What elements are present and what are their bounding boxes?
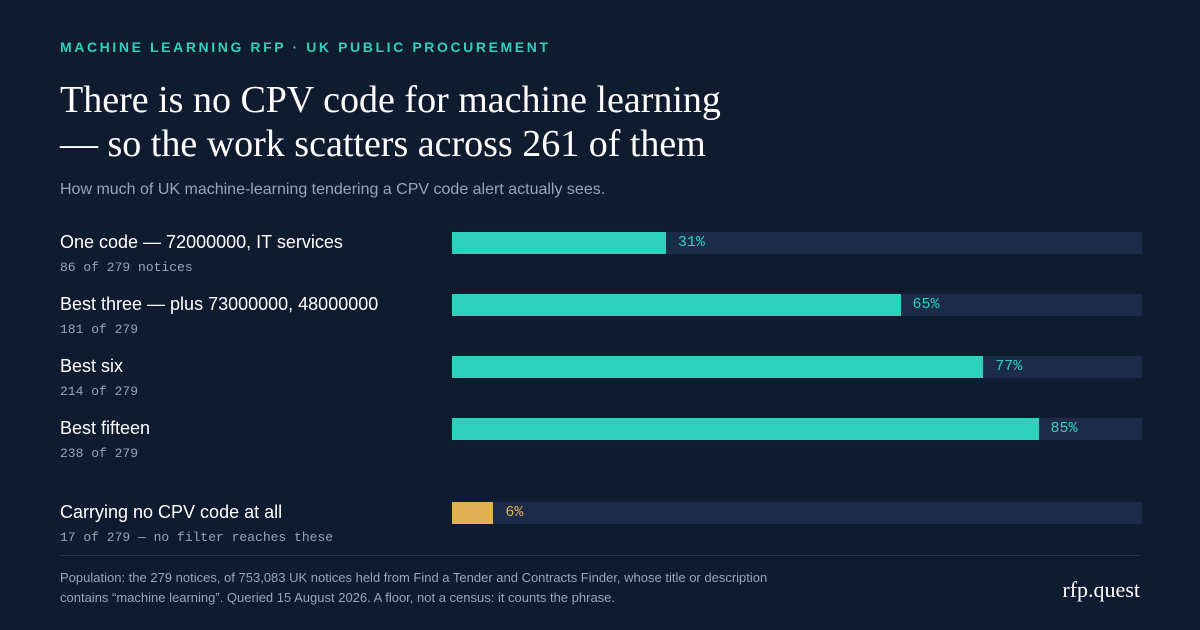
bar-category-label: One code — 72000000, IT services xyxy=(60,232,343,252)
bar xyxy=(452,418,1039,440)
bar xyxy=(452,502,494,524)
bar-value-label: 65% xyxy=(912,296,940,313)
bar-track: 77% xyxy=(452,356,1142,378)
bar-value-label: 6% xyxy=(505,504,524,521)
bar-category-label: Best three — plus 73000000, 48000000 xyxy=(60,294,379,314)
bar-count-label: 86 of 279 notices xyxy=(60,260,193,275)
bar-category-label: Carrying no CPV code at all xyxy=(60,502,283,522)
bar xyxy=(452,232,666,254)
bar-track: 65% xyxy=(452,294,1142,316)
bar-track: 31% xyxy=(452,232,1142,254)
bar-row: Best six 214 of 279 77% xyxy=(60,356,1142,406)
bar-count-label: 238 of 279 xyxy=(60,446,139,461)
bar-value-label: 85% xyxy=(1050,420,1078,437)
chart-subtitle: How much of UK machine-learning tenderin… xyxy=(60,181,606,198)
bar-value-label: 31% xyxy=(677,234,705,251)
footer-divider xyxy=(60,555,1140,556)
bar-value-label: 77% xyxy=(995,358,1023,375)
chart-title-line-1: There is no CPV code for machine learnin… xyxy=(60,79,721,121)
bar-track: 6% xyxy=(452,502,1142,524)
chart-title: There is no CPV code for machine learnin… xyxy=(60,78,960,166)
chart-title-line-2: — so the work scatters across 261 of the… xyxy=(60,123,706,165)
bar xyxy=(452,356,984,378)
eyebrow-label: MACHINE LEARNING RFP · UK PUBLIC PROCURE… xyxy=(60,39,551,55)
bar-count-label: 17 of 279 — no filter reaches these xyxy=(60,530,334,545)
bar-count-label: 214 of 279 xyxy=(60,384,139,399)
bar-row: Best three — plus 73000000, 48000000 181 … xyxy=(60,294,1142,344)
bar-category-label: Best six xyxy=(60,356,124,376)
bar xyxy=(452,294,901,316)
bar-row: One code — 72000000, IT services 86 of 27… xyxy=(60,232,1142,282)
brand-logo: rfp.quest xyxy=(1062,577,1140,602)
bar-count-label: 181 of 279 xyxy=(60,322,139,337)
bar-row: Best fifteen 238 of 279 85% xyxy=(60,418,1142,468)
bar-category-label: Best fifteen xyxy=(60,418,151,438)
bar-row: Carrying no CPV code at all 17 of 279 — n… xyxy=(60,502,1142,552)
footnote: Population: the 279 notices, of 753,083 … xyxy=(60,570,768,605)
bar-track: 85% xyxy=(452,418,1142,440)
